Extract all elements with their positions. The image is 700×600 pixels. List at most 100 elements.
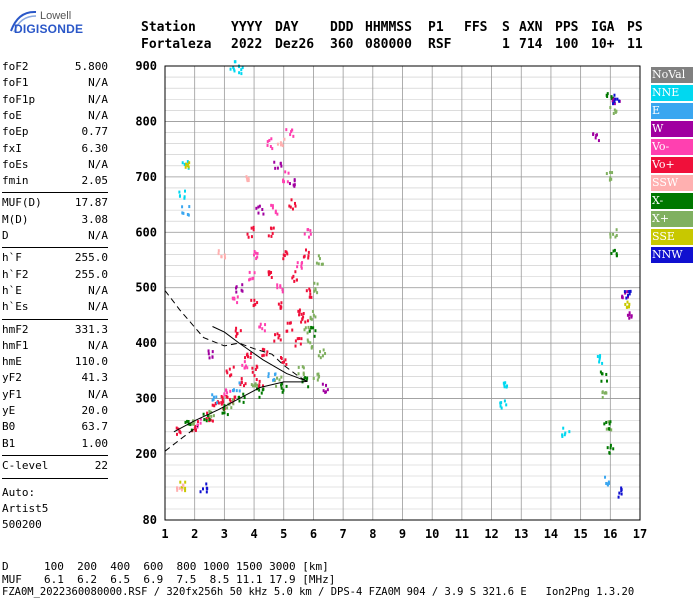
data-point-x- bbox=[324, 352, 327, 356]
legend-item: X- bbox=[651, 193, 693, 209]
data-point-vo- bbox=[296, 337, 299, 341]
data-point-x- bbox=[609, 235, 612, 239]
data-point-vo- bbox=[282, 257, 285, 261]
data-point-vo- bbox=[303, 232, 306, 236]
header-value-s: 1 bbox=[502, 37, 510, 52]
data-point-nne bbox=[183, 162, 186, 166]
data-point-x- bbox=[612, 232, 615, 236]
legend-item: X+ bbox=[651, 211, 693, 227]
data-point-nne bbox=[178, 194, 181, 198]
data-point-vo- bbox=[239, 329, 242, 333]
data-point-vo- bbox=[243, 366, 246, 370]
data-point-nnw bbox=[628, 292, 631, 296]
data-point-vo- bbox=[246, 232, 249, 236]
data-point-x- bbox=[612, 447, 615, 451]
data-point-vo- bbox=[250, 226, 253, 230]
data-point-x- bbox=[187, 420, 190, 424]
data-point-x- bbox=[242, 392, 245, 396]
data-point-e bbox=[238, 381, 241, 385]
y-tick-label: 400 bbox=[135, 336, 157, 350]
data-point-vo- bbox=[228, 397, 231, 401]
data-point-vo- bbox=[298, 337, 301, 341]
param-value: N/A bbox=[88, 157, 108, 171]
param-row: h`F2 255.0 bbox=[2, 268, 108, 285]
data-point-w bbox=[208, 356, 211, 360]
data-point-x- bbox=[307, 325, 310, 329]
data-point-w bbox=[258, 204, 261, 208]
data-point-x- bbox=[614, 235, 617, 239]
y-tick-label: 80 bbox=[143, 513, 157, 527]
y-tick-label: 500 bbox=[135, 281, 157, 295]
data-point-x- bbox=[231, 398, 234, 402]
dashed-model-line bbox=[164, 290, 308, 383]
data-point-vo- bbox=[303, 254, 306, 258]
footer-file-line: FZA0M_2022360080000.RSF / 320fx256h 50 k… bbox=[2, 586, 635, 598]
param-name: h`Es bbox=[2, 300, 29, 314]
data-point-vo- bbox=[267, 234, 270, 238]
param-name: foF1 bbox=[2, 76, 29, 90]
data-point-vo- bbox=[249, 277, 252, 281]
data-point-vo- bbox=[194, 428, 197, 432]
data-point-x- bbox=[609, 420, 612, 424]
data-point-x- bbox=[226, 406, 229, 410]
data-point-ssw bbox=[279, 143, 282, 147]
data-point-vo- bbox=[243, 360, 246, 364]
data-point-x- bbox=[256, 383, 259, 387]
x-tick-label: 4 bbox=[250, 527, 257, 541]
data-point-vo- bbox=[258, 383, 261, 387]
param-separator bbox=[2, 192, 108, 194]
data-point-e bbox=[211, 393, 214, 397]
data-point-vo- bbox=[284, 170, 287, 174]
data-point-vo- bbox=[270, 203, 273, 207]
header-value-station: Fortaleza bbox=[141, 37, 212, 52]
data-point-x- bbox=[307, 340, 310, 344]
header-value-iga: 10+ bbox=[591, 37, 615, 52]
data-point-x- bbox=[302, 366, 305, 370]
data-point-e bbox=[273, 372, 276, 376]
param-value: 1.00 bbox=[81, 436, 109, 450]
data-point-w bbox=[207, 352, 210, 356]
data-point-vo- bbox=[268, 271, 271, 275]
data-point-vo- bbox=[279, 338, 282, 342]
data-point-x- bbox=[203, 418, 206, 422]
data-point-vo- bbox=[249, 355, 252, 359]
data-point-e bbox=[216, 401, 219, 405]
data-point-vo- bbox=[292, 134, 295, 138]
data-point-vo- bbox=[280, 301, 283, 305]
data-point-vo- bbox=[266, 350, 269, 354]
x-tick-label: 12 bbox=[484, 527, 498, 541]
data-point-x- bbox=[609, 232, 612, 236]
data-point-x- bbox=[609, 170, 612, 174]
header-value-day: Dez26 bbox=[275, 37, 315, 52]
param-value: N/A bbox=[88, 229, 108, 242]
data-point-vo- bbox=[222, 400, 225, 404]
y-tick-label: 900 bbox=[135, 59, 157, 73]
header-value-ddd: 360 bbox=[330, 37, 354, 52]
auto-artist: Artist5 bbox=[2, 502, 49, 515]
data-point-x- bbox=[242, 400, 245, 404]
data-point-e bbox=[212, 395, 215, 399]
x-tick-label: 11 bbox=[455, 527, 469, 541]
data-point-vo- bbox=[309, 292, 312, 296]
data-point-vo- bbox=[298, 308, 301, 312]
data-point-x- bbox=[319, 356, 322, 360]
data-point-vo- bbox=[294, 344, 297, 348]
data-point-vo- bbox=[285, 329, 288, 333]
data-point-vo- bbox=[233, 395, 236, 399]
data-point-vo- bbox=[279, 285, 282, 289]
data-point-nnw bbox=[205, 490, 208, 494]
data-point-x- bbox=[304, 326, 307, 330]
data-point-vo- bbox=[286, 180, 289, 184]
data-point-vo- bbox=[276, 286, 279, 290]
data-point-vo- bbox=[259, 322, 262, 326]
data-point-vo- bbox=[211, 403, 214, 407]
data-point-w bbox=[322, 389, 325, 393]
data-point-x- bbox=[600, 372, 603, 376]
data-point-vo- bbox=[196, 425, 199, 429]
data-point-vo- bbox=[229, 399, 232, 403]
data-point-vo- bbox=[229, 374, 232, 378]
data-point-x- bbox=[601, 391, 604, 395]
data-point-vo- bbox=[254, 302, 257, 306]
data-point-w bbox=[613, 102, 616, 106]
data-point-vo- bbox=[297, 309, 300, 313]
